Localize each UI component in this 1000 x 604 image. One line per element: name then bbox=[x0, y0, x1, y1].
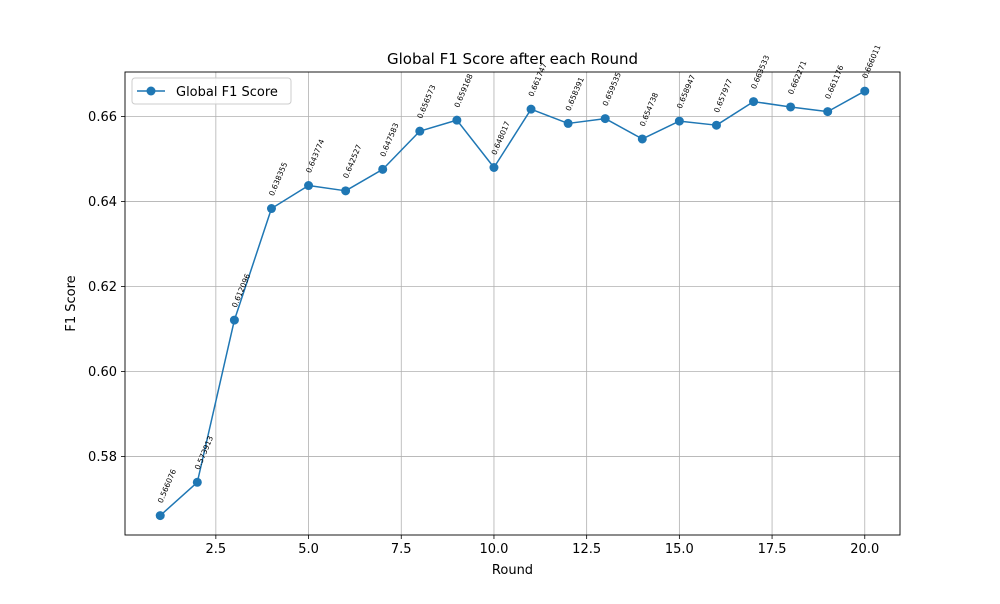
legend-label: Global F1 Score bbox=[176, 85, 278, 100]
data-point bbox=[526, 104, 536, 114]
y-axis-label: F1 Score bbox=[64, 275, 79, 331]
x-tick-label: 15.0 bbox=[665, 542, 694, 557]
x-axis-label: Round bbox=[492, 563, 533, 578]
data-point bbox=[378, 164, 388, 174]
axes: 2.5 5.0 7.5 10.0 12.5 15.0 17.5 20.0 0.58 0.60 0.6… bbox=[88, 110, 879, 557]
data-point bbox=[155, 511, 165, 521]
data-point bbox=[786, 102, 796, 112]
data-point bbox=[304, 181, 314, 191]
x-tick-label: 7.5 bbox=[391, 542, 412, 557]
data-point bbox=[600, 114, 610, 124]
data-point bbox=[192, 477, 202, 487]
plot-frame bbox=[124, 71, 901, 536]
series-layer bbox=[155, 86, 870, 521]
y-tick-label: 0.60 bbox=[88, 365, 117, 380]
legend-marker-swatch bbox=[146, 86, 156, 96]
y-tick-label: 0.58 bbox=[88, 450, 117, 465]
y-tick-label: 0.64 bbox=[88, 195, 117, 210]
series-line bbox=[159, 90, 866, 517]
data-point bbox=[452, 115, 462, 125]
data-point bbox=[341, 186, 351, 196]
x-tick-label: 17.5 bbox=[758, 542, 787, 557]
legend: Global F1 Score bbox=[131, 77, 292, 105]
y-tick-label: 0.62 bbox=[88, 280, 117, 295]
legend-box bbox=[131, 77, 292, 105]
data-point bbox=[637, 134, 647, 144]
x-tick-label: 12.5 bbox=[572, 542, 601, 557]
data-point bbox=[860, 86, 870, 96]
data-point bbox=[489, 163, 499, 173]
data-point bbox=[563, 118, 573, 128]
x-tick-label: 20.0 bbox=[850, 542, 879, 557]
x-tick-label: 2.5 bbox=[206, 542, 227, 557]
x-tick-label: 5.0 bbox=[298, 542, 319, 557]
x-tick-label: 10.0 bbox=[479, 542, 508, 557]
data-point bbox=[229, 315, 239, 325]
data-point bbox=[415, 126, 425, 136]
grid-lines bbox=[125, 72, 900, 535]
data-point bbox=[266, 204, 276, 214]
data-point bbox=[749, 97, 759, 107]
data-point bbox=[674, 116, 684, 126]
data-point bbox=[823, 107, 833, 117]
y-tick-label: 0.66 bbox=[88, 110, 117, 125]
data-point bbox=[711, 120, 721, 130]
chart-title: Global F1 Score after each Round bbox=[387, 50, 638, 68]
